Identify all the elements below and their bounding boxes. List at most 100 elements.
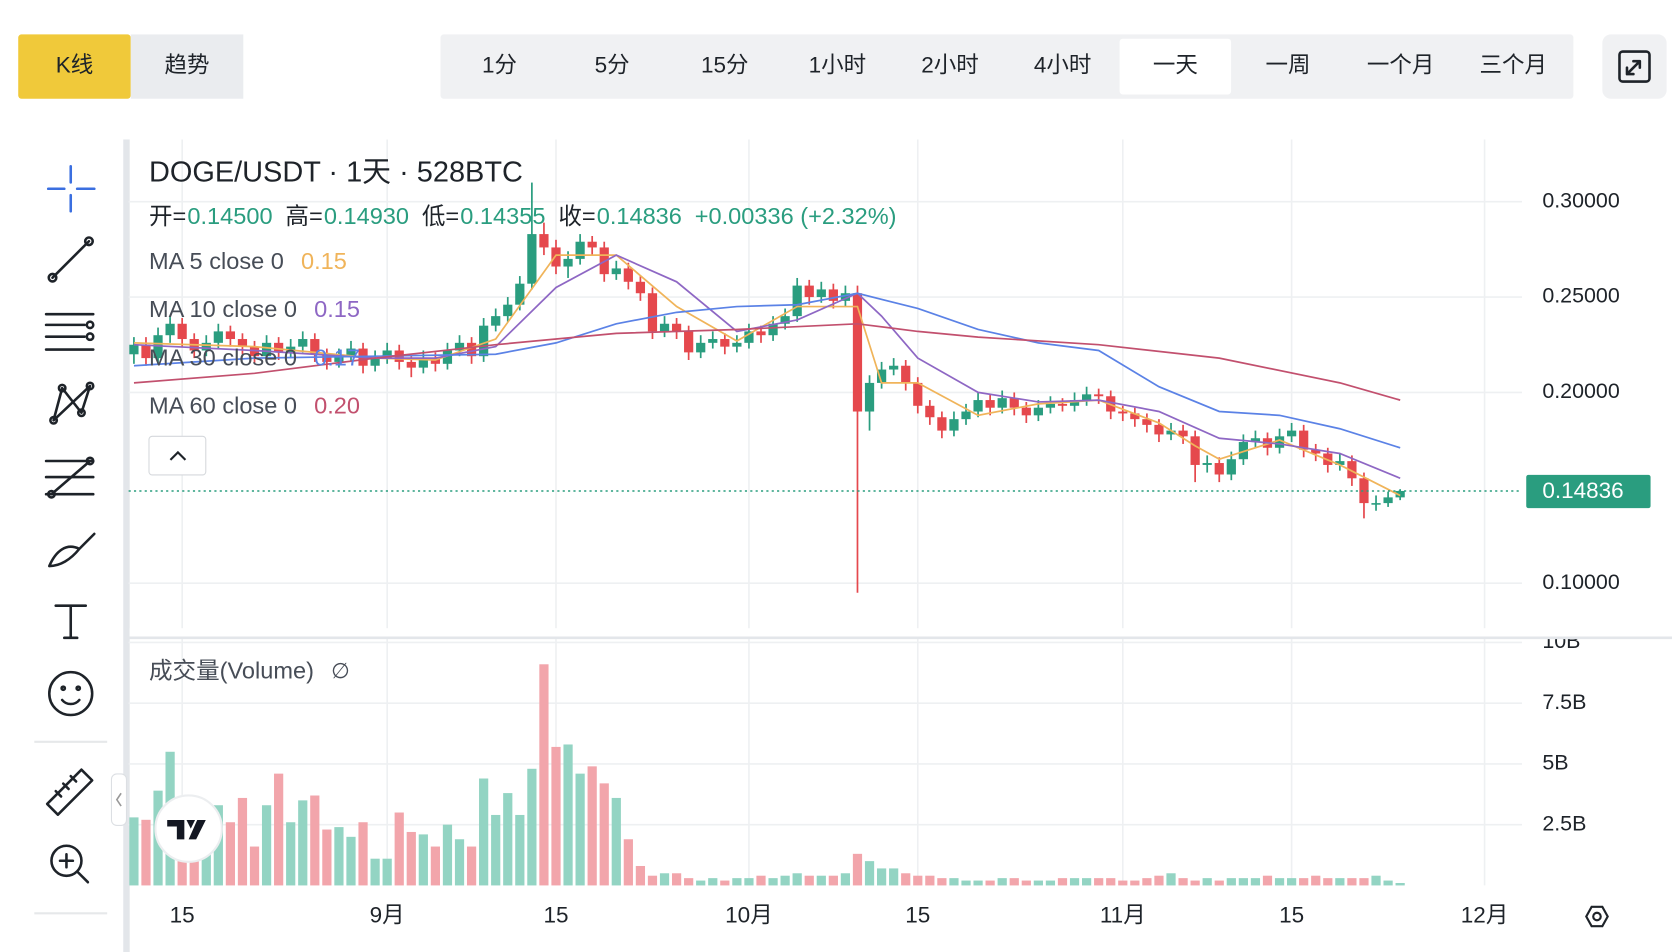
fib-tool[interactable] <box>44 456 95 499</box>
volume-bar <box>129 817 139 886</box>
candle-body <box>623 268 633 282</box>
candle-body <box>768 323 778 336</box>
legend-collapse-button[interactable] <box>148 435 207 476</box>
volume-bar <box>1069 878 1080 886</box>
candle-body <box>635 281 646 294</box>
zoom-tool[interactable] <box>50 844 90 884</box>
volume-bar <box>635 865 646 886</box>
chart-type-button[interactable] <box>18 34 131 99</box>
interval-label[interactable]: 2小时 <box>921 53 979 78</box>
volume-bar <box>430 846 441 886</box>
brush-tool[interactable] <box>48 532 96 568</box>
candle-body <box>1154 424 1164 435</box>
settings-icon[interactable] <box>1585 905 1609 928</box>
ma-legend-value: 0.15 <box>301 248 347 274</box>
candle-body <box>901 365 911 383</box>
interval-label[interactable]: 一周 <box>1265 53 1310 78</box>
interval-label[interactable]: 15分 <box>701 53 749 78</box>
collapse-toolbar[interactable] <box>110 773 128 826</box>
volume-bar <box>901 873 911 886</box>
volume-bar <box>406 831 416 886</box>
ma-legend-name[interactable]: MA 60 close 0 <box>149 393 297 419</box>
candle-body <box>925 405 935 418</box>
volume-bar <box>1335 878 1345 886</box>
candle-body <box>1335 461 1345 465</box>
x-tick-label: 9月 <box>370 902 405 927</box>
volume-bar <box>816 875 826 886</box>
candle-body <box>913 382 923 406</box>
candle-body <box>1069 400 1080 406</box>
volume-bar <box>599 783 609 886</box>
candle-body <box>503 304 513 317</box>
text-tool[interactable] <box>54 604 88 640</box>
interval-label[interactable]: 一个月 <box>1367 53 1435 78</box>
candle-body <box>889 365 899 370</box>
ohlc-value: 0.14836 <box>597 203 682 229</box>
candle-body <box>1238 442 1248 460</box>
volume-bar <box>1154 875 1164 886</box>
volume-bar <box>949 878 959 886</box>
logo-badge <box>154 794 223 863</box>
ma-legend-name[interactable]: MA 5 close 0 <box>149 248 284 274</box>
volume-bar <box>298 800 308 886</box>
emoji-tool[interactable] <box>48 670 94 717</box>
volume-tick-label: 5B <box>1542 751 1568 775</box>
candle-body <box>1299 430 1309 450</box>
candle-body <box>177 323 187 340</box>
last-price-label: 0.14836 <box>1542 478 1623 503</box>
ma-legend-value: 0.15 <box>314 296 360 322</box>
volume-bar <box>889 868 899 886</box>
volume-bar <box>479 778 489 886</box>
ma-legend-value: 0.17 <box>314 344 360 370</box>
volume-bar <box>925 875 935 886</box>
ma-legend-name[interactable]: MA 10 close 0 <box>149 296 297 322</box>
volume-bar <box>792 873 802 886</box>
horizontal-line-tool[interactable] <box>44 312 95 351</box>
candle-body <box>587 241 597 248</box>
candle-body <box>1383 497 1393 504</box>
interval-label[interactable]: 4小时 <box>1034 53 1092 78</box>
volume-bar <box>647 875 658 886</box>
volume-bar <box>708 878 718 886</box>
y-tick-label: 0.30000 <box>1542 188 1620 212</box>
crosshair-tool[interactable] <box>46 164 96 213</box>
interval-label[interactable]: 5分 <box>595 53 630 78</box>
interval-label[interactable]: 一天 <box>1153 53 1198 78</box>
volume-bar <box>491 814 501 886</box>
candle-body <box>274 342 284 353</box>
pattern-tool[interactable] <box>49 381 95 425</box>
interval-label[interactable]: 1分 <box>482 53 517 78</box>
volume-bar <box>322 829 332 886</box>
candle-body <box>876 369 887 383</box>
last-price-badge <box>1526 474 1651 509</box>
volume-bar <box>1299 878 1309 886</box>
volume-bar <box>768 878 778 886</box>
volume-bar <box>852 853 863 886</box>
volume-bar <box>310 795 320 886</box>
chart-type-button[interactable] <box>130 34 244 99</box>
volume-bar <box>1347 878 1357 886</box>
chart-type-label: K线 <box>56 53 94 78</box>
ma-legend-name[interactable]: MA 30 close 0 <box>149 344 297 370</box>
interval-label[interactable]: 三个月 <box>1480 53 1548 78</box>
candle-body <box>1033 407 1043 416</box>
volume-bar <box>997 878 1007 886</box>
volume-bar <box>515 814 525 886</box>
candle-body <box>225 331 236 340</box>
interval-label[interactable]: 1小时 <box>809 53 867 78</box>
legend-collapse-arrow <box>169 450 187 461</box>
plot: 15 9月 15 10月 15 11月 15 12月 0.10000 0.20000 0.25000… <box>128 139 1672 928</box>
volume-symbol[interactable]: ∅ <box>331 659 350 683</box>
volume-bar <box>1383 880 1393 886</box>
ruler-tool[interactable] <box>45 768 94 816</box>
interval-selected[interactable] <box>1119 38 1232 95</box>
volume-bar <box>1274 878 1285 886</box>
volume-bar <box>503 793 513 886</box>
line-tool[interactable] <box>47 236 94 283</box>
candle-body <box>816 289 826 298</box>
candle-body <box>684 331 694 353</box>
candle-body <box>370 358 380 366</box>
volume-bar <box>840 873 851 886</box>
volume-bar <box>1202 878 1212 886</box>
